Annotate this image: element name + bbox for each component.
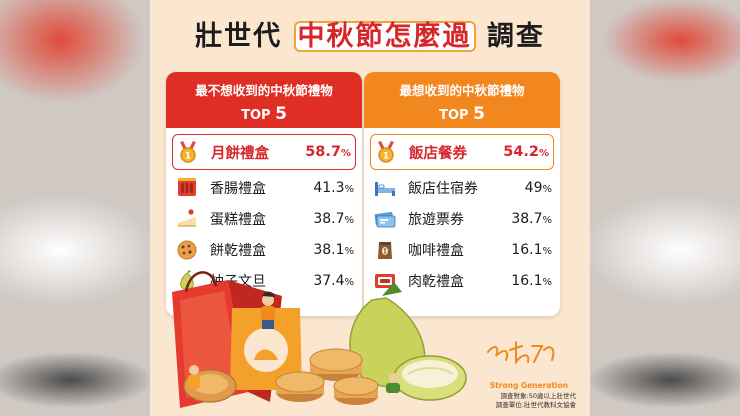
list-item: 肉乾禮盒 16.1%	[364, 265, 560, 296]
list-item: 蛋糕禮盒 38.7%	[166, 203, 362, 234]
mid-autumn-illustration	[172, 271, 555, 408]
brand-english-name: Strong Generation	[489, 381, 568, 390]
svg-text:1: 1	[383, 152, 389, 162]
credit-line-1: 調查對象:50歲以上壯世代	[500, 392, 576, 400]
list-item: 1 月餅禮盒 58.7%	[172, 134, 356, 170]
least-wanted-top-label: TOP 5	[166, 104, 362, 124]
survey-credit: 調查對象:50歲以上壯世代 調查單位:壯世代教科文協會	[496, 392, 576, 410]
svg-text:1: 1	[185, 152, 191, 162]
coffee-bag-icon	[374, 239, 396, 261]
item-value: 37.4%	[313, 272, 354, 289]
bed-icon	[374, 177, 396, 199]
top-label-text: TOP	[241, 108, 271, 123]
person-reading-illustration	[188, 365, 400, 393]
top-label-number: 5	[473, 104, 485, 124]
most-wanted-header: 最想收到的中秋節禮物 TOP 5	[364, 72, 560, 128]
sausage-icon	[176, 177, 198, 199]
person-on-bag-illustration	[261, 291, 275, 329]
medal-icon: 1	[375, 141, 397, 163]
least-wanted-list: 1 月餅禮盒 58.7% 香腸禮盒 41.3% 蛋糕禮盒 38.7%	[166, 134, 362, 296]
item-label: 咖啡禮盒	[408, 242, 464, 259]
cake-icon	[176, 208, 198, 230]
item-value: 49%	[524, 179, 552, 196]
list-item: 香腸禮盒 41.3%	[166, 172, 362, 203]
strong-generation-logo	[487, 341, 555, 365]
list-item: 餅乾禮盒 38.1%	[166, 234, 362, 265]
credit-line-2: 調查單位:壯世代教科文協會	[495, 401, 576, 409]
item-label: 餅乾禮盒	[210, 242, 266, 259]
list-item: 旅遊票券 38.7%	[364, 203, 560, 234]
top-label-number: 5	[275, 104, 287, 124]
top-label-text: TOP	[439, 108, 469, 123]
item-label: 飯店住宿券	[408, 180, 478, 197]
title-prefix: 壯世代	[195, 21, 283, 52]
item-label: 旅遊票券	[408, 211, 464, 228]
least-wanted-header: 最不想收到的中秋節禮物 TOP 5	[166, 72, 362, 128]
item-value: 38.1%	[313, 241, 354, 258]
list-item: 飯店住宿券 49%	[364, 172, 560, 203]
item-value: 16.1%	[511, 272, 552, 289]
item-value: 38.7%	[313, 210, 354, 227]
item-value: 58.7%	[305, 144, 351, 160]
cookie-icon	[176, 239, 198, 261]
most-wanted-list: 1 飯店餐券 54.2% 飯店住宿券 49% 旅遊票券 38.7%	[364, 134, 560, 296]
jerky-box-icon	[374, 270, 396, 292]
list-item: 咖啡禮盒 16.1%	[364, 234, 560, 265]
survey-poster: 壯世代 中秋節怎麼過 調查 最不想收到的中秋節禮物 TOP 5 1 月餅禮盒 5…	[150, 0, 590, 416]
title-highlight: 中秋節怎麼過	[293, 21, 476, 52]
item-label: 香腸禮盒	[210, 180, 266, 197]
item-value: 16.1%	[511, 241, 552, 258]
title-suffix: 調查	[486, 21, 545, 52]
list-item: 1 飯店餐券 54.2%	[370, 134, 554, 170]
medal-icon: 1	[177, 141, 199, 163]
item-value: 41.3%	[313, 179, 354, 196]
poster-title: 壯世代 中秋節怎麼過 調查	[150, 14, 590, 53]
item-label: 月餅禮盒	[211, 145, 269, 162]
item-label: 肉乾禮盒	[408, 273, 464, 290]
pomelo-illustration	[349, 282, 467, 401]
most-wanted-top-label: TOP 5	[364, 104, 560, 124]
item-label: 飯店餐券	[409, 145, 467, 162]
ticket-icon	[374, 208, 396, 230]
most-wanted-title: 最想收到的中秋節禮物	[399, 83, 525, 98]
most-wanted-panel: 最想收到的中秋節禮物 TOP 5 1 飯店餐券 54.2% 飯店住宿券 49%	[364, 72, 560, 316]
least-wanted-title: 最不想收到的中秋節禮物	[195, 83, 333, 98]
item-value: 38.7%	[511, 210, 552, 227]
item-label: 蛋糕禮盒	[210, 211, 266, 228]
least-wanted-panel: 最不想收到的中秋節禮物 TOP 5 1 月餅禮盒 58.7% 香腸禮盒 41.3…	[166, 72, 362, 316]
item-value: 54.2%	[503, 144, 549, 160]
